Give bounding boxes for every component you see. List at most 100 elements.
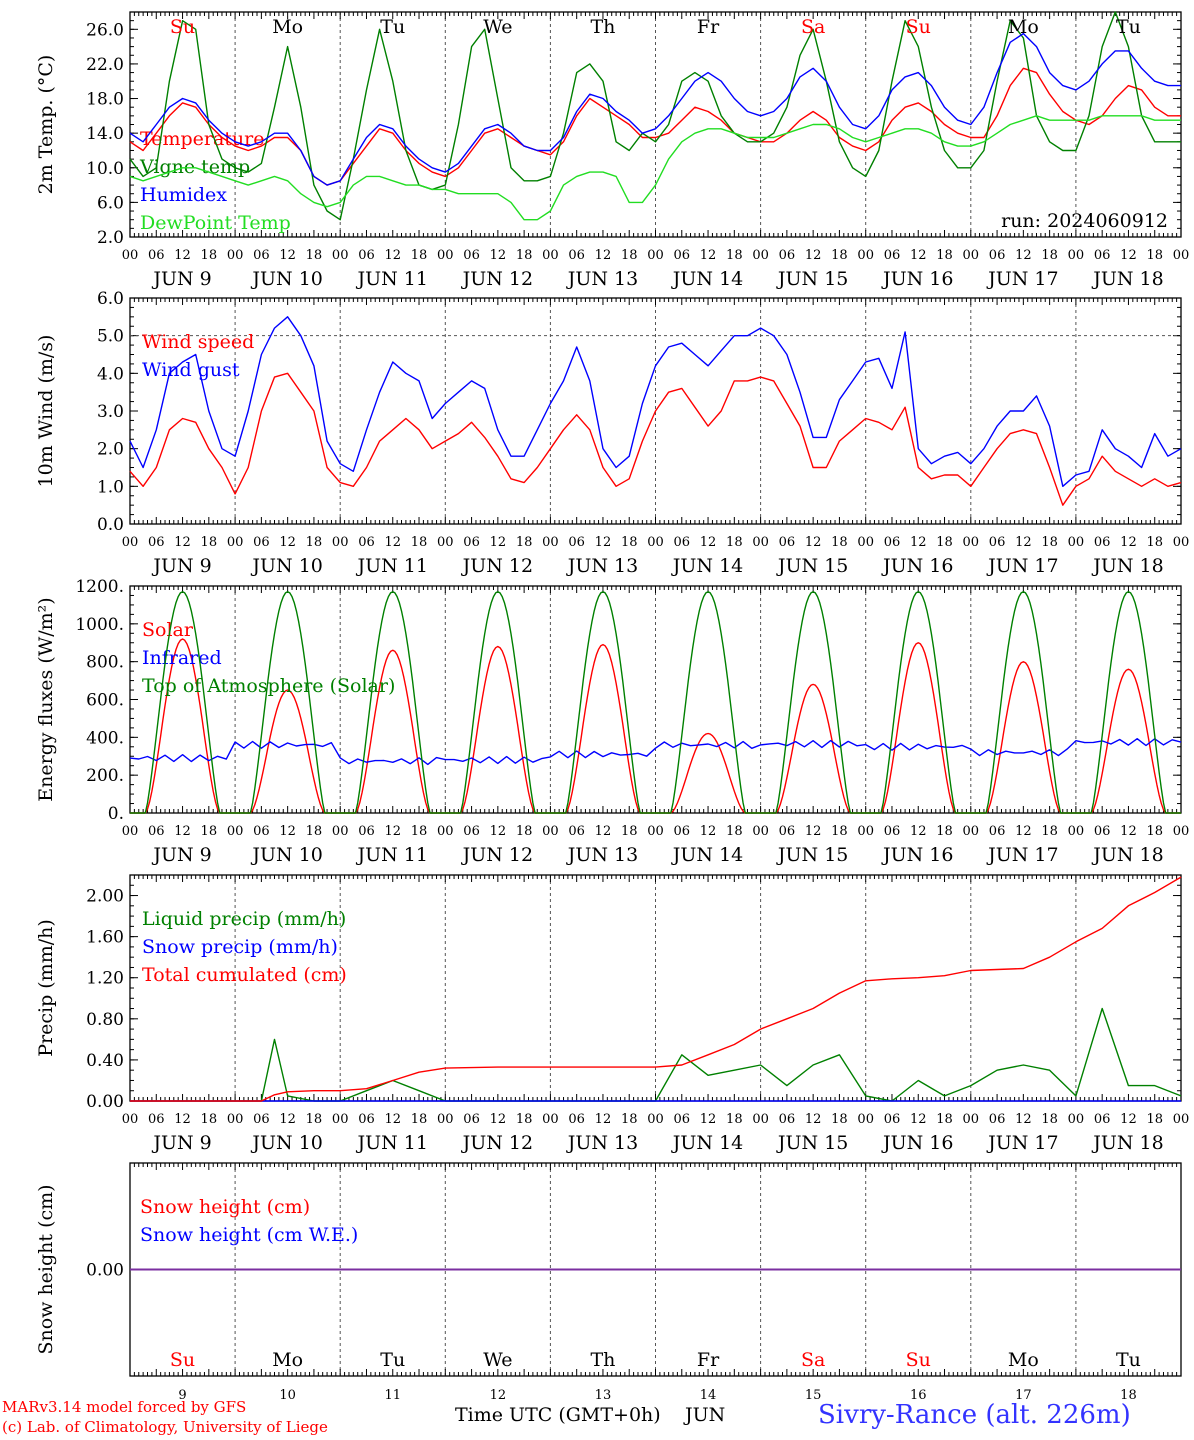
- x-hour-label: 00: [752, 535, 769, 550]
- weekday-label: Fr: [697, 1349, 720, 1371]
- x-hour-label: 00: [752, 1112, 769, 1127]
- x-date-label: JUN 14: [671, 844, 743, 866]
- x-hour-label: 06: [148, 1112, 165, 1127]
- x-hour-label: 12: [490, 535, 507, 550]
- x-date-label: JUN 9: [151, 844, 211, 866]
- weekday-label: Tu: [380, 1349, 405, 1371]
- day-number-label: 16: [910, 1388, 927, 1403]
- x-hour-label: 12: [174, 248, 191, 263]
- y-tick-label: 1.60: [86, 928, 124, 948]
- day-number-label: 11: [384, 1388, 401, 1403]
- x-hour-label: 06: [779, 824, 796, 839]
- y-tick-label: 5.0: [97, 327, 124, 347]
- weekday-label: Su: [906, 1349, 931, 1371]
- x-hour-label: 12: [490, 248, 507, 263]
- weekday-label: Su: [170, 16, 195, 38]
- y-tick-label: 0.40: [86, 1051, 124, 1071]
- x-hour-label: 12: [805, 824, 822, 839]
- x-hour-label: 18: [1041, 1112, 1058, 1127]
- x-hour-label: 18: [306, 535, 323, 550]
- x-date-label: JUN 13: [566, 1132, 638, 1154]
- weekday-label: Tu: [1116, 16, 1141, 38]
- legend-entry: Total cumulated (cm): [142, 964, 347, 986]
- x-hour-label: 00: [227, 248, 244, 263]
- x-hour-label: 18: [201, 1112, 218, 1127]
- x-date-label: JUN 12: [461, 268, 533, 290]
- y-tick-label: 2.0: [97, 228, 124, 248]
- series-line-infrared: [129, 738, 1182, 766]
- weekday-label: Su: [170, 1349, 195, 1371]
- footer-lab-text: (c) Lab. of Climatology, University of L…: [2, 1418, 328, 1436]
- x-date-label: JUN 12: [461, 1132, 533, 1154]
- x-hour-label: 18: [1041, 535, 1058, 550]
- x-hour-label: 00: [857, 824, 874, 839]
- x-hour-label: 00: [332, 1112, 349, 1127]
- y-tick-label: 0.00: [86, 1261, 124, 1281]
- x-hour-label: 00: [752, 824, 769, 839]
- x-hour-label: 00: [227, 824, 244, 839]
- x-date-label: JUN 17: [986, 844, 1058, 866]
- x-hour-label: 06: [989, 824, 1006, 839]
- y-tick-label: 600.: [86, 691, 124, 711]
- x-date-label: JUN 16: [881, 268, 953, 290]
- x-date-label: JUN 16: [881, 844, 953, 866]
- x-hour-label: 00: [437, 535, 454, 550]
- panel-frame: [129, 11, 1182, 238]
- y-axis-label: Snow height (cm): [35, 1184, 57, 1354]
- x-hour-label: 00: [1068, 535, 1085, 550]
- x-hour-label: 18: [726, 1112, 743, 1127]
- x-hour-label: 00: [647, 248, 664, 263]
- footer-model-text: MARv3.14 model forced by GFS: [2, 1398, 247, 1416]
- x-hour-label: 00: [857, 1112, 874, 1127]
- x-hour-label: 12: [490, 1112, 507, 1127]
- weekday-label: Th: [590, 1349, 615, 1371]
- x-hour-label: 12: [595, 248, 612, 263]
- x-hour-label: 00: [647, 535, 664, 550]
- x-hour-label: 12: [174, 1112, 191, 1127]
- weekday-label: Tu: [1116, 1349, 1141, 1371]
- x-hour-label: 12: [1120, 1112, 1137, 1127]
- series-line-wind-speed: [129, 372, 1182, 506]
- x-date-label: JUN 18: [1091, 555, 1163, 577]
- x-date-label: JUN 14: [671, 268, 743, 290]
- y-axis-label: Energy fluxes (W/m²): [35, 597, 57, 801]
- x-date-label: JUN 9: [151, 555, 211, 577]
- x-hour-label: 18: [726, 248, 743, 263]
- x-date-label: JUN 11: [356, 1132, 428, 1154]
- x-hour-label: 00: [437, 248, 454, 263]
- x-hour-label: 18: [1146, 1112, 1163, 1127]
- x-hour-label: 06: [358, 248, 375, 263]
- x-hour-label: 12: [805, 1112, 822, 1127]
- y-tick-label: 22.0: [86, 55, 124, 75]
- y-tick-label: 800.: [86, 653, 124, 673]
- y-tick-label: 400.: [86, 728, 124, 748]
- x-hour-label: 12: [1120, 248, 1137, 263]
- y-tick-label: 3.0: [97, 402, 124, 422]
- x-hour-label: 12: [1015, 1112, 1032, 1127]
- x-hour-label: 06: [463, 535, 480, 550]
- x-hour-label: 06: [253, 535, 270, 550]
- x-hour-label: 00: [1173, 248, 1190, 263]
- x-hour-label: 06: [884, 824, 901, 839]
- x-hour-label: 00: [122, 535, 139, 550]
- x-hour-label: 12: [700, 248, 717, 263]
- x-date-label: JUN 13: [566, 268, 638, 290]
- x-hour-label: 06: [1094, 535, 1111, 550]
- weekday-label: Tu: [380, 16, 405, 38]
- x-hour-label: 12: [595, 824, 612, 839]
- x-date-label: JUN 9: [151, 268, 211, 290]
- day-number-label: 9: [178, 1388, 186, 1403]
- x-date-label: JUN 13: [566, 844, 638, 866]
- x-hour-label: 18: [306, 248, 323, 263]
- series-line-wind-gust: [129, 316, 1182, 487]
- x-hour-label: 18: [831, 824, 848, 839]
- x-hour-label: 00: [122, 824, 139, 839]
- y-tick-label: 0.80: [86, 1010, 124, 1030]
- weekday-label: Sa: [801, 16, 825, 38]
- x-date-label: JUN 17: [986, 268, 1058, 290]
- legend-entry: Snow precip (mm/h): [142, 936, 338, 958]
- x-hour-label: 06: [884, 1112, 901, 1127]
- x-date-label: JUN 12: [461, 844, 533, 866]
- weekday-label: Mo: [1008, 16, 1039, 38]
